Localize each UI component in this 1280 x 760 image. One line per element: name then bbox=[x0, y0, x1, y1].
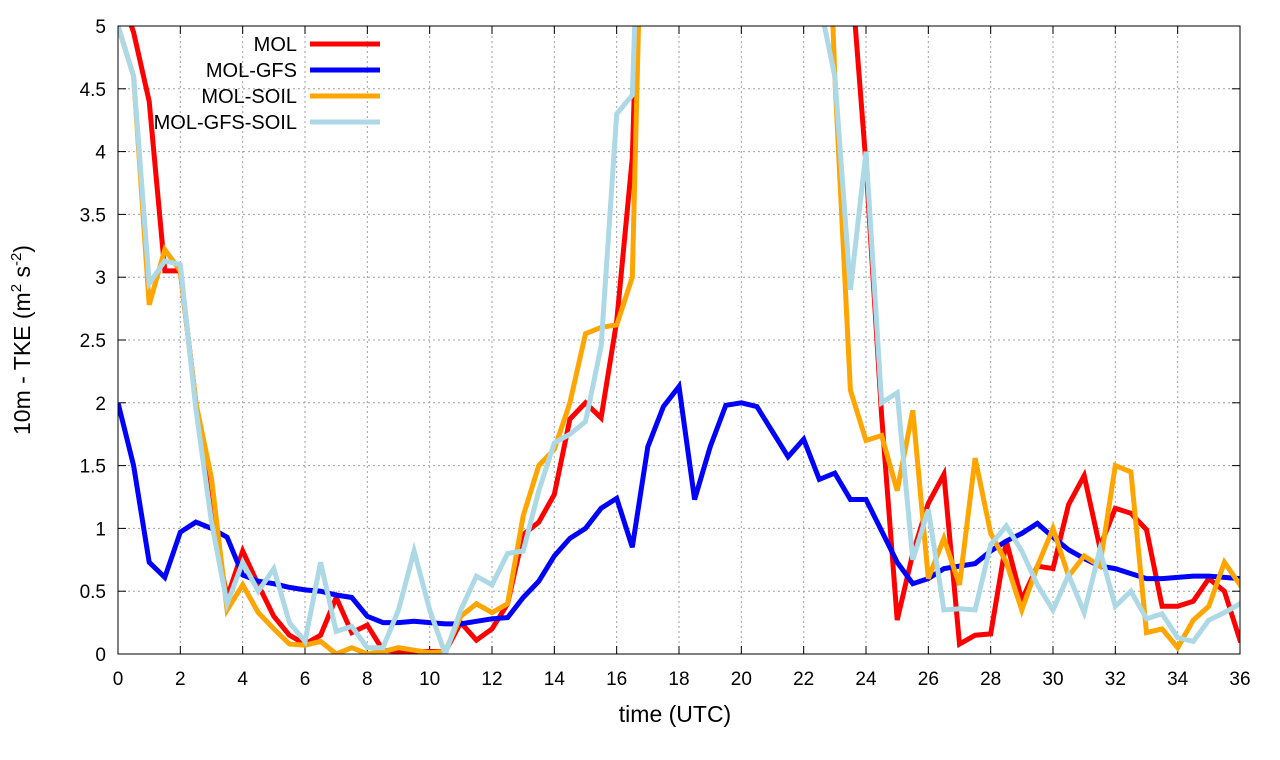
y-tick-label: 4.5 bbox=[80, 80, 106, 101]
x-tick-label: 12 bbox=[481, 669, 502, 690]
x-tick-label: 18 bbox=[668, 669, 689, 690]
x-tick-label: 4 bbox=[237, 669, 248, 690]
x-tick-label: 28 bbox=[980, 669, 1001, 690]
y-tick-label: 1.5 bbox=[80, 457, 106, 478]
y-tick-label: 5 bbox=[95, 17, 106, 38]
x-axis-ticks: 0 2 4 6 8 10 12 14 16 18 20 22 24 26 28 30 32 34 36 bbox=[113, 26, 1251, 690]
x-tick-label: 24 bbox=[855, 669, 877, 690]
y-tick-label: 3 bbox=[95, 268, 106, 289]
grid-lines bbox=[118, 26, 1240, 654]
x-axis-label: time (UTC) bbox=[619, 701, 731, 727]
series-line-mol-gfs bbox=[118, 380, 1240, 627]
y-tick-label: 1 bbox=[95, 519, 106, 540]
y-tick-label: 2.5 bbox=[80, 331, 106, 352]
x-tick-label: 14 bbox=[544, 669, 566, 690]
series-lines bbox=[118, 26, 1240, 654]
x-tick-label: 20 bbox=[731, 669, 752, 690]
legend-label-mol-gfs-soil: MOL-GFS-SOIL bbox=[154, 112, 297, 134]
x-tick-label: 36 bbox=[1229, 669, 1250, 690]
legend-label-mol-gfs: MOL-GFS bbox=[206, 60, 297, 82]
legend: MOL MOL-GFS MOL-SOIL MOL-GFS-SOIL bbox=[154, 34, 380, 134]
x-tick-label: 30 bbox=[1042, 669, 1063, 690]
series-line-mol-soil bbox=[118, 26, 1240, 654]
x-tick-label: 22 bbox=[793, 669, 814, 690]
x-tick-label: 8 bbox=[362, 669, 373, 690]
series-line-mol-gfs-soil bbox=[118, 26, 1240, 654]
y-tick-label: 0 bbox=[95, 645, 106, 666]
x-tick-label: 32 bbox=[1105, 669, 1126, 690]
x-tick-label: 10 bbox=[419, 669, 440, 690]
x-tick-label: 34 bbox=[1167, 669, 1189, 690]
y-axis-ticks: 0 0.5 1 1.5 2 2.5 3 3.5 4 4.5 5 bbox=[80, 17, 1240, 666]
legend-label-mol-soil: MOL-SOIL bbox=[201, 86, 297, 108]
y-axis-label: 10m - TKE (m2 s-2) bbox=[8, 245, 35, 435]
y-tick-label: 2 bbox=[95, 394, 106, 415]
x-tick-label: 16 bbox=[606, 669, 627, 690]
x-tick-label: 0 bbox=[113, 669, 124, 690]
legend-label-mol: MOL bbox=[254, 34, 297, 56]
y-tick-label: 0.5 bbox=[80, 582, 106, 603]
x-tick-label: 6 bbox=[300, 669, 311, 690]
plot-frame bbox=[117, 25, 1241, 655]
y-tick-label: 3.5 bbox=[80, 205, 106, 226]
y-tick-label: 4 bbox=[95, 143, 106, 164]
x-tick-label: 2 bbox=[175, 669, 186, 690]
x-tick-label: 26 bbox=[918, 669, 939, 690]
series-line-mol bbox=[128, 26, 1240, 654]
